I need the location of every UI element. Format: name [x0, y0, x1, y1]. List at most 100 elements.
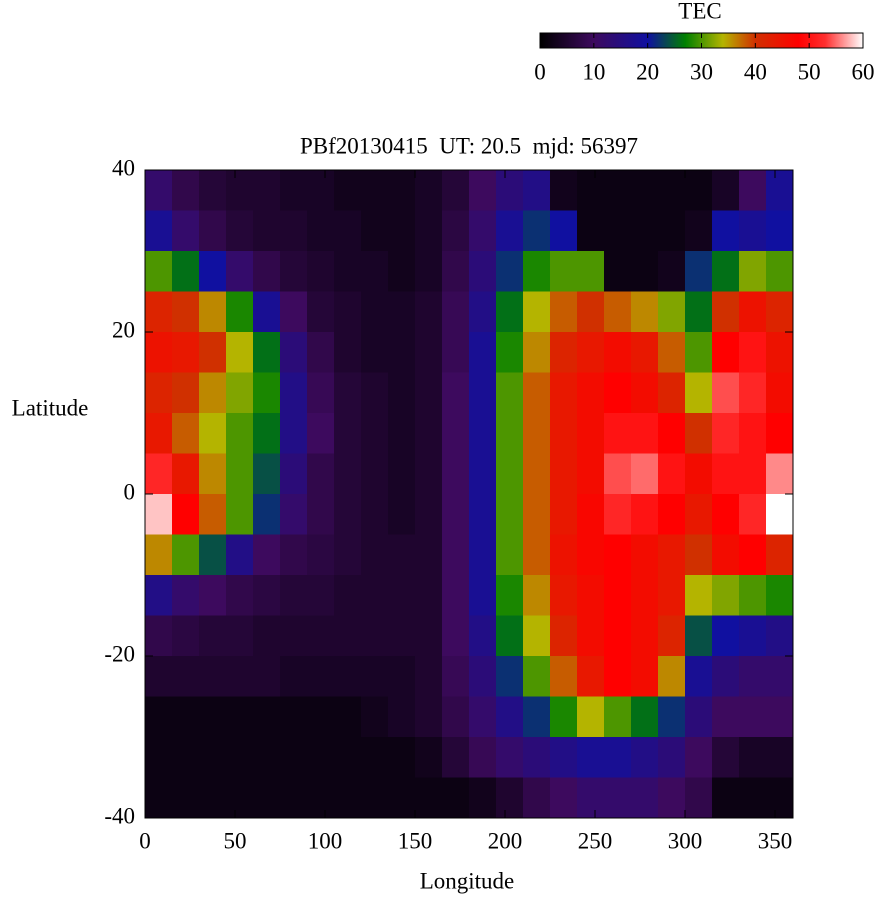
- heat-cell: [415, 656, 443, 697]
- heat-cell: [685, 413, 713, 454]
- heat-cell: [415, 251, 443, 292]
- heat-cell: [523, 696, 551, 738]
- heat-cell: [496, 291, 524, 333]
- heat-cell: [712, 332, 740, 373]
- heat-cell: [145, 413, 173, 454]
- heat-cell: [361, 413, 389, 454]
- heat-cell: [253, 372, 281, 414]
- heat-cell: [172, 170, 200, 211]
- heat-cell: [469, 737, 497, 778]
- heat-cell: [577, 494, 605, 535]
- heat-cell: [766, 170, 794, 211]
- heat-cell: [199, 413, 227, 454]
- heat-cell: [523, 453, 551, 495]
- heat-cell: [550, 332, 578, 373]
- heat-cell: [388, 251, 416, 292]
- y-tick-label: 0: [124, 479, 136, 504]
- heat-cell: [523, 737, 551, 778]
- x-tick-label: 100: [308, 828, 343, 853]
- heat-cell: [361, 534, 389, 576]
- heat-cell: [604, 332, 632, 373]
- heat-cell: [712, 777, 740, 819]
- heat-cell: [658, 696, 686, 738]
- heat-cell: [307, 210, 335, 252]
- heat-cell: [577, 210, 605, 252]
- heat-cell: [415, 372, 443, 414]
- heat-cell: [388, 453, 416, 495]
- heat-cell: [442, 615, 470, 657]
- heat-cell: [577, 656, 605, 697]
- heat-cell: [199, 291, 227, 333]
- heat-cell: [469, 615, 497, 657]
- heat-cell: [739, 251, 767, 292]
- heat-cell: [280, 291, 308, 333]
- heat-cell: [577, 251, 605, 292]
- heat-cell: [604, 251, 632, 292]
- heat-cell: [766, 210, 794, 252]
- heat-cell: [577, 737, 605, 778]
- heat-cell: [685, 170, 713, 211]
- heat-cell: [361, 494, 389, 535]
- heat-cell: [280, 251, 308, 292]
- heat-cell: [658, 575, 686, 616]
- heat-cell: [469, 534, 497, 576]
- heat-cell: [280, 575, 308, 616]
- heat-cell: [712, 656, 740, 697]
- heat-cell: [415, 575, 443, 616]
- heat-cell: [226, 534, 254, 576]
- x-axis-label: Longitude: [420, 868, 515, 893]
- heat-cell: [442, 453, 470, 495]
- heat-cell: [469, 453, 497, 495]
- heat-cell: [442, 210, 470, 252]
- heat-cell: [469, 777, 497, 819]
- heat-cell: [469, 494, 497, 535]
- heat-cell: [334, 777, 362, 819]
- heat-cell: [712, 251, 740, 292]
- colorbar-tick-label: 50: [798, 59, 821, 84]
- heat-cell: [226, 413, 254, 454]
- heat-cell: [685, 575, 713, 616]
- heat-cell: [631, 494, 659, 535]
- x-tick-label: 0: [139, 828, 151, 853]
- heat-cell: [226, 453, 254, 495]
- heat-cell: [172, 615, 200, 657]
- heat-cell: [361, 696, 389, 738]
- heat-cell: [280, 656, 308, 697]
- heat-cell: [631, 615, 659, 657]
- heat-cell: [550, 453, 578, 495]
- heat-cell: [631, 210, 659, 252]
- heat-cell: [604, 291, 632, 333]
- heat-cell: [739, 372, 767, 414]
- heat-cell: [469, 170, 497, 211]
- heat-cell: [253, 332, 281, 373]
- heat-cell: [496, 332, 524, 373]
- heat-cell: [334, 656, 362, 697]
- heat-cell: [496, 170, 524, 211]
- heat-cell: [658, 170, 686, 211]
- heat-cell: [469, 575, 497, 616]
- heat-cell: [604, 575, 632, 616]
- heat-cell: [442, 291, 470, 333]
- colorbar-label: TEC: [678, 0, 721, 23]
- heat-cell: [307, 372, 335, 414]
- heat-cell: [523, 534, 551, 576]
- heat-cell: [145, 615, 173, 657]
- heat-cell: [415, 777, 443, 819]
- heat-cell: [523, 170, 551, 211]
- heat-cell: [388, 777, 416, 819]
- heat-cell: [496, 372, 524, 414]
- heat-cell: [172, 777, 200, 819]
- heat-cell: [523, 615, 551, 657]
- heat-cell: [685, 777, 713, 819]
- heat-cell: [604, 737, 632, 778]
- heat-cell: [550, 291, 578, 333]
- heat-cell: [604, 777, 632, 819]
- heat-cell: [550, 372, 578, 414]
- heat-cell: [253, 615, 281, 657]
- heat-cell: [469, 413, 497, 454]
- heat-cell: [496, 656, 524, 697]
- heat-cell: [712, 737, 740, 778]
- heat-cell: [361, 737, 389, 778]
- heat-cell: [253, 251, 281, 292]
- heat-cell: [334, 210, 362, 252]
